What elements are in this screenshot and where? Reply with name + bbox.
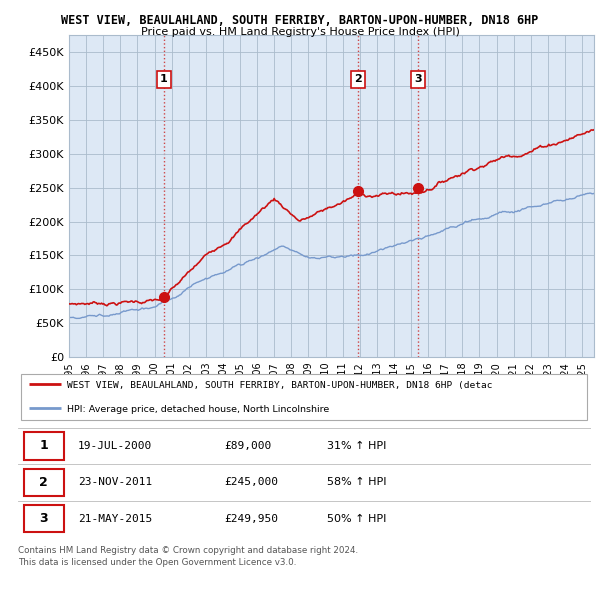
FancyBboxPatch shape — [24, 505, 64, 532]
Text: HPI: Average price, detached house, North Lincolnshire: HPI: Average price, detached house, Nort… — [67, 405, 329, 414]
Text: 58% ↑ HPI: 58% ↑ HPI — [328, 477, 387, 487]
Text: 1: 1 — [160, 74, 167, 84]
Text: WEST VIEW, BEAULAHLAND, SOUTH FERRIBY, BARTON-UPON-HUMBER, DN18 6HP: WEST VIEW, BEAULAHLAND, SOUTH FERRIBY, B… — [61, 14, 539, 27]
Text: £245,000: £245,000 — [224, 477, 278, 487]
FancyBboxPatch shape — [24, 432, 64, 460]
Text: WEST VIEW, BEAULAHLAND, SOUTH FERRIBY, BARTON-UPON-HUMBER, DN18 6HP (detac: WEST VIEW, BEAULAHLAND, SOUTH FERRIBY, B… — [67, 381, 492, 390]
Text: 3: 3 — [40, 512, 48, 525]
Text: 1: 1 — [40, 440, 48, 453]
Text: 50% ↑ HPI: 50% ↑ HPI — [328, 514, 387, 524]
FancyBboxPatch shape — [24, 468, 64, 496]
Text: 23-NOV-2011: 23-NOV-2011 — [78, 477, 152, 487]
Text: 2: 2 — [40, 476, 48, 489]
Text: 2: 2 — [354, 74, 362, 84]
Text: Price paid vs. HM Land Registry's House Price Index (HPI): Price paid vs. HM Land Registry's House … — [140, 27, 460, 37]
Text: £249,950: £249,950 — [224, 514, 278, 524]
Text: 3: 3 — [414, 74, 422, 84]
Text: 19-JUL-2000: 19-JUL-2000 — [78, 441, 152, 451]
Text: 21-MAY-2015: 21-MAY-2015 — [78, 514, 152, 524]
Text: £89,000: £89,000 — [224, 441, 272, 451]
Text: 31% ↑ HPI: 31% ↑ HPI — [328, 441, 387, 451]
FancyBboxPatch shape — [21, 373, 587, 420]
Text: Contains HM Land Registry data © Crown copyright and database right 2024.
This d: Contains HM Land Registry data © Crown c… — [18, 546, 358, 567]
